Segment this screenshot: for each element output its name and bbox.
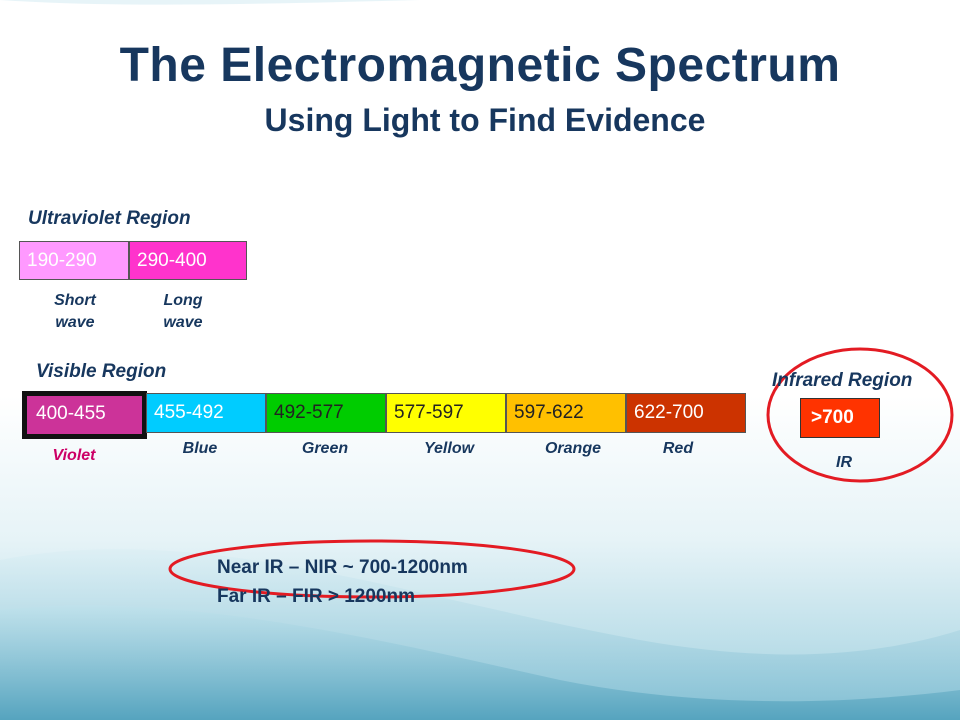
page-subtitle: Using Light to Find Evidence [264,102,706,138]
uv-label-short-line1: Short [54,292,96,309]
uv-band-long: 290-400 [129,241,247,280]
uv-label-short-line2: wave [55,314,95,331]
visible-label-violet: Violet [52,447,96,464]
visible-band-yellow: 577-597 [386,393,506,433]
visible-band-violet: 400-455 [22,391,147,439]
visible-label-orange: Orange [544,440,601,457]
visible-band-orange: 597-622 [506,393,626,433]
visible-label-blue: Blue [182,440,218,457]
infrared-band: >700 [800,398,880,438]
visible-band-blue: 455-492 [146,393,266,433]
infrared-heading: Infrared Region [772,370,913,391]
uv-label-long-line1: Long [163,292,203,309]
visible-band-red: 622-700 [626,393,746,433]
infrared-label: IR [836,454,852,471]
uv-label-long: Long wave [144,290,222,334]
near-ir-note: Near IR – NIR ~ 700-1200nm [217,557,468,578]
far-ir-note: Far IR – FIR > 1200nm [217,586,415,607]
notes-highlight-ellipse [168,539,576,599]
infrared-highlight-ellipse [766,347,954,483]
visible-heading: Visible Region [36,361,167,382]
uv-label-short: Short wave [36,290,114,334]
page-title: The Electromagnetic Spectrum [119,39,841,92]
visible-label-red: Red [662,440,694,457]
uv-label-long-line2: wave [163,314,203,331]
visible-label-yellow: Yellow [423,440,475,457]
uv-band-short: 190-290 [19,241,129,280]
ultraviolet-heading: Ultraviolet Region [28,208,191,229]
visible-label-green: Green [301,440,349,457]
visible-band-green: 492-577 [266,393,386,433]
